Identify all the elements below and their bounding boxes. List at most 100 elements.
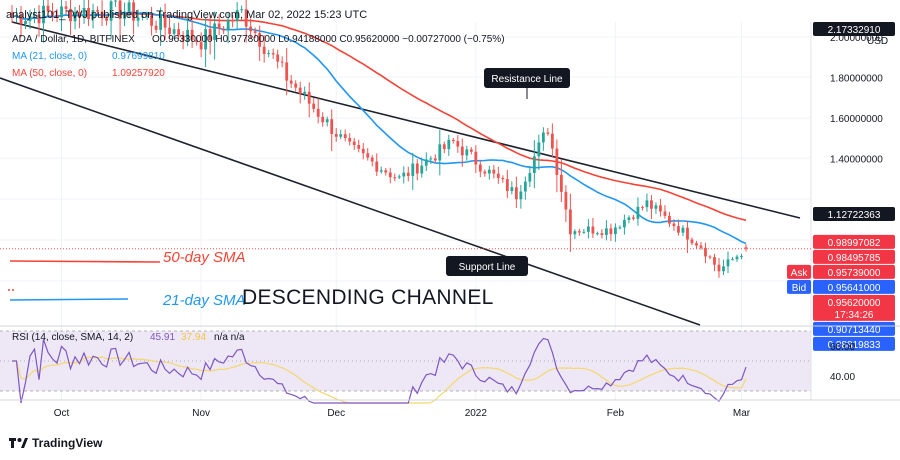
candle[interactable] — [222, 26, 226, 34]
candle[interactable] — [424, 152, 428, 172]
candle[interactable] — [541, 127, 545, 151]
support-line[interactable] — [0, 77, 701, 326]
candle[interactable] — [298, 81, 302, 104]
candle[interactable] — [451, 137, 455, 144]
candle[interactable] — [172, 23, 176, 39]
candle[interactable] — [249, 18, 253, 39]
candle[interactable] — [334, 128, 338, 142]
candle[interactable] — [614, 223, 617, 242]
candle[interactable] — [397, 174, 401, 180]
rsi-axis[interactable]: 60.00 40.00 — [810, 326, 855, 400]
candle[interactable] — [460, 138, 464, 167]
candle[interactable] — [740, 253, 743, 260]
candle[interactable] — [713, 253, 716, 272]
candle[interactable] — [550, 123, 554, 158]
candle[interactable] — [204, 17, 208, 68]
candle[interactable] — [37, 5, 41, 37]
candle[interactable] — [659, 198, 662, 217]
candle[interactable] — [537, 134, 541, 170]
candle[interactable] — [735, 254, 739, 262]
candle[interactable] — [64, 0, 68, 15]
candle[interactable] — [645, 193, 649, 212]
candle[interactable] — [46, 0, 50, 16]
candle[interactable] — [19, 5, 23, 38]
resistance-line[interactable] — [11, 21, 801, 219]
candle[interactable] — [636, 197, 640, 226]
candle[interactable] — [605, 220, 608, 241]
candle[interactable] — [123, 2, 126, 27]
candle[interactable] — [663, 205, 667, 219]
symbol-line[interactable]: ADA / Dollar, 1D, BITFINEX — [12, 34, 135, 45]
candle[interactable] — [564, 185, 568, 223]
candle[interactable] — [15, 7, 18, 23]
candle[interactable] — [469, 147, 473, 155]
candle[interactable] — [253, 27, 257, 39]
candle[interactable] — [492, 165, 496, 179]
candle[interactable] — [672, 219, 676, 231]
candle[interactable] — [433, 154, 437, 163]
candle[interactable] — [402, 166, 406, 184]
candle[interactable] — [325, 116, 329, 127]
candle[interactable] — [442, 141, 446, 154]
candle[interactable] — [654, 202, 658, 214]
candle[interactable] — [456, 135, 460, 153]
tradingview-logo[interactable]: TradingView — [9, 436, 103, 450]
candle[interactable] — [686, 220, 689, 254]
candle[interactable] — [415, 159, 419, 181]
candle[interactable] — [69, 0, 72, 35]
candle[interactable] — [370, 155, 374, 167]
candle[interactable] — [267, 49, 271, 58]
candle[interactable] — [505, 169, 509, 199]
candle[interactable] — [704, 242, 707, 264]
candle[interactable] — [695, 240, 698, 249]
candle[interactable] — [722, 259, 725, 275]
candle[interactable] — [447, 134, 451, 156]
candle[interactable] — [429, 155, 433, 164]
candle[interactable] — [420, 157, 424, 178]
candle[interactable] — [226, 13, 230, 44]
candle[interactable] — [190, 19, 194, 48]
candle[interactable] — [668, 211, 671, 227]
candle[interactable] — [240, 5, 244, 14]
candle[interactable] — [352, 138, 356, 150]
candle[interactable] — [555, 139, 559, 193]
rsi-line[interactable] — [12, 337, 747, 404]
candle[interactable] — [28, 9, 32, 29]
candle[interactable] — [677, 219, 680, 236]
candle[interactable] — [717, 258, 721, 278]
candle[interactable] — [208, 15, 212, 55]
candle[interactable] — [114, 0, 117, 7]
candle[interactable] — [708, 255, 712, 260]
candle[interactable] — [438, 129, 442, 176]
candle[interactable] — [289, 75, 293, 89]
candle[interactable] — [586, 219, 590, 239]
candle[interactable] — [595, 231, 599, 236]
candle[interactable] — [271, 48, 275, 59]
candle[interactable] — [348, 133, 352, 146]
candle[interactable] — [591, 217, 595, 238]
candle[interactable] — [82, 0, 86, 24]
candle[interactable] — [510, 181, 514, 195]
candle[interactable] — [78, 5, 81, 29]
candle[interactable] — [258, 25, 262, 62]
candle[interactable] — [96, 6, 99, 15]
candle[interactable] — [294, 80, 298, 92]
candle[interactable] — [177, 22, 181, 40]
candle[interactable] — [312, 97, 316, 113]
candle[interactable] — [181, 31, 185, 50]
candle[interactable] — [618, 225, 622, 230]
candle[interactable] — [55, 9, 59, 23]
candle[interactable] — [546, 128, 550, 136]
candle[interactable] — [303, 86, 307, 100]
candle[interactable] — [393, 173, 397, 182]
candle[interactable] — [528, 166, 532, 188]
candle[interactable] — [577, 228, 581, 236]
candle[interactable] — [478, 160, 482, 178]
candle[interactable] — [136, 9, 140, 27]
candle[interactable] — [699, 241, 703, 250]
candle[interactable] — [357, 139, 361, 153]
candle[interactable] — [650, 195, 653, 220]
candle[interactable] — [339, 129, 343, 140]
candle[interactable] — [681, 225, 685, 237]
candle[interactable] — [321, 112, 325, 127]
